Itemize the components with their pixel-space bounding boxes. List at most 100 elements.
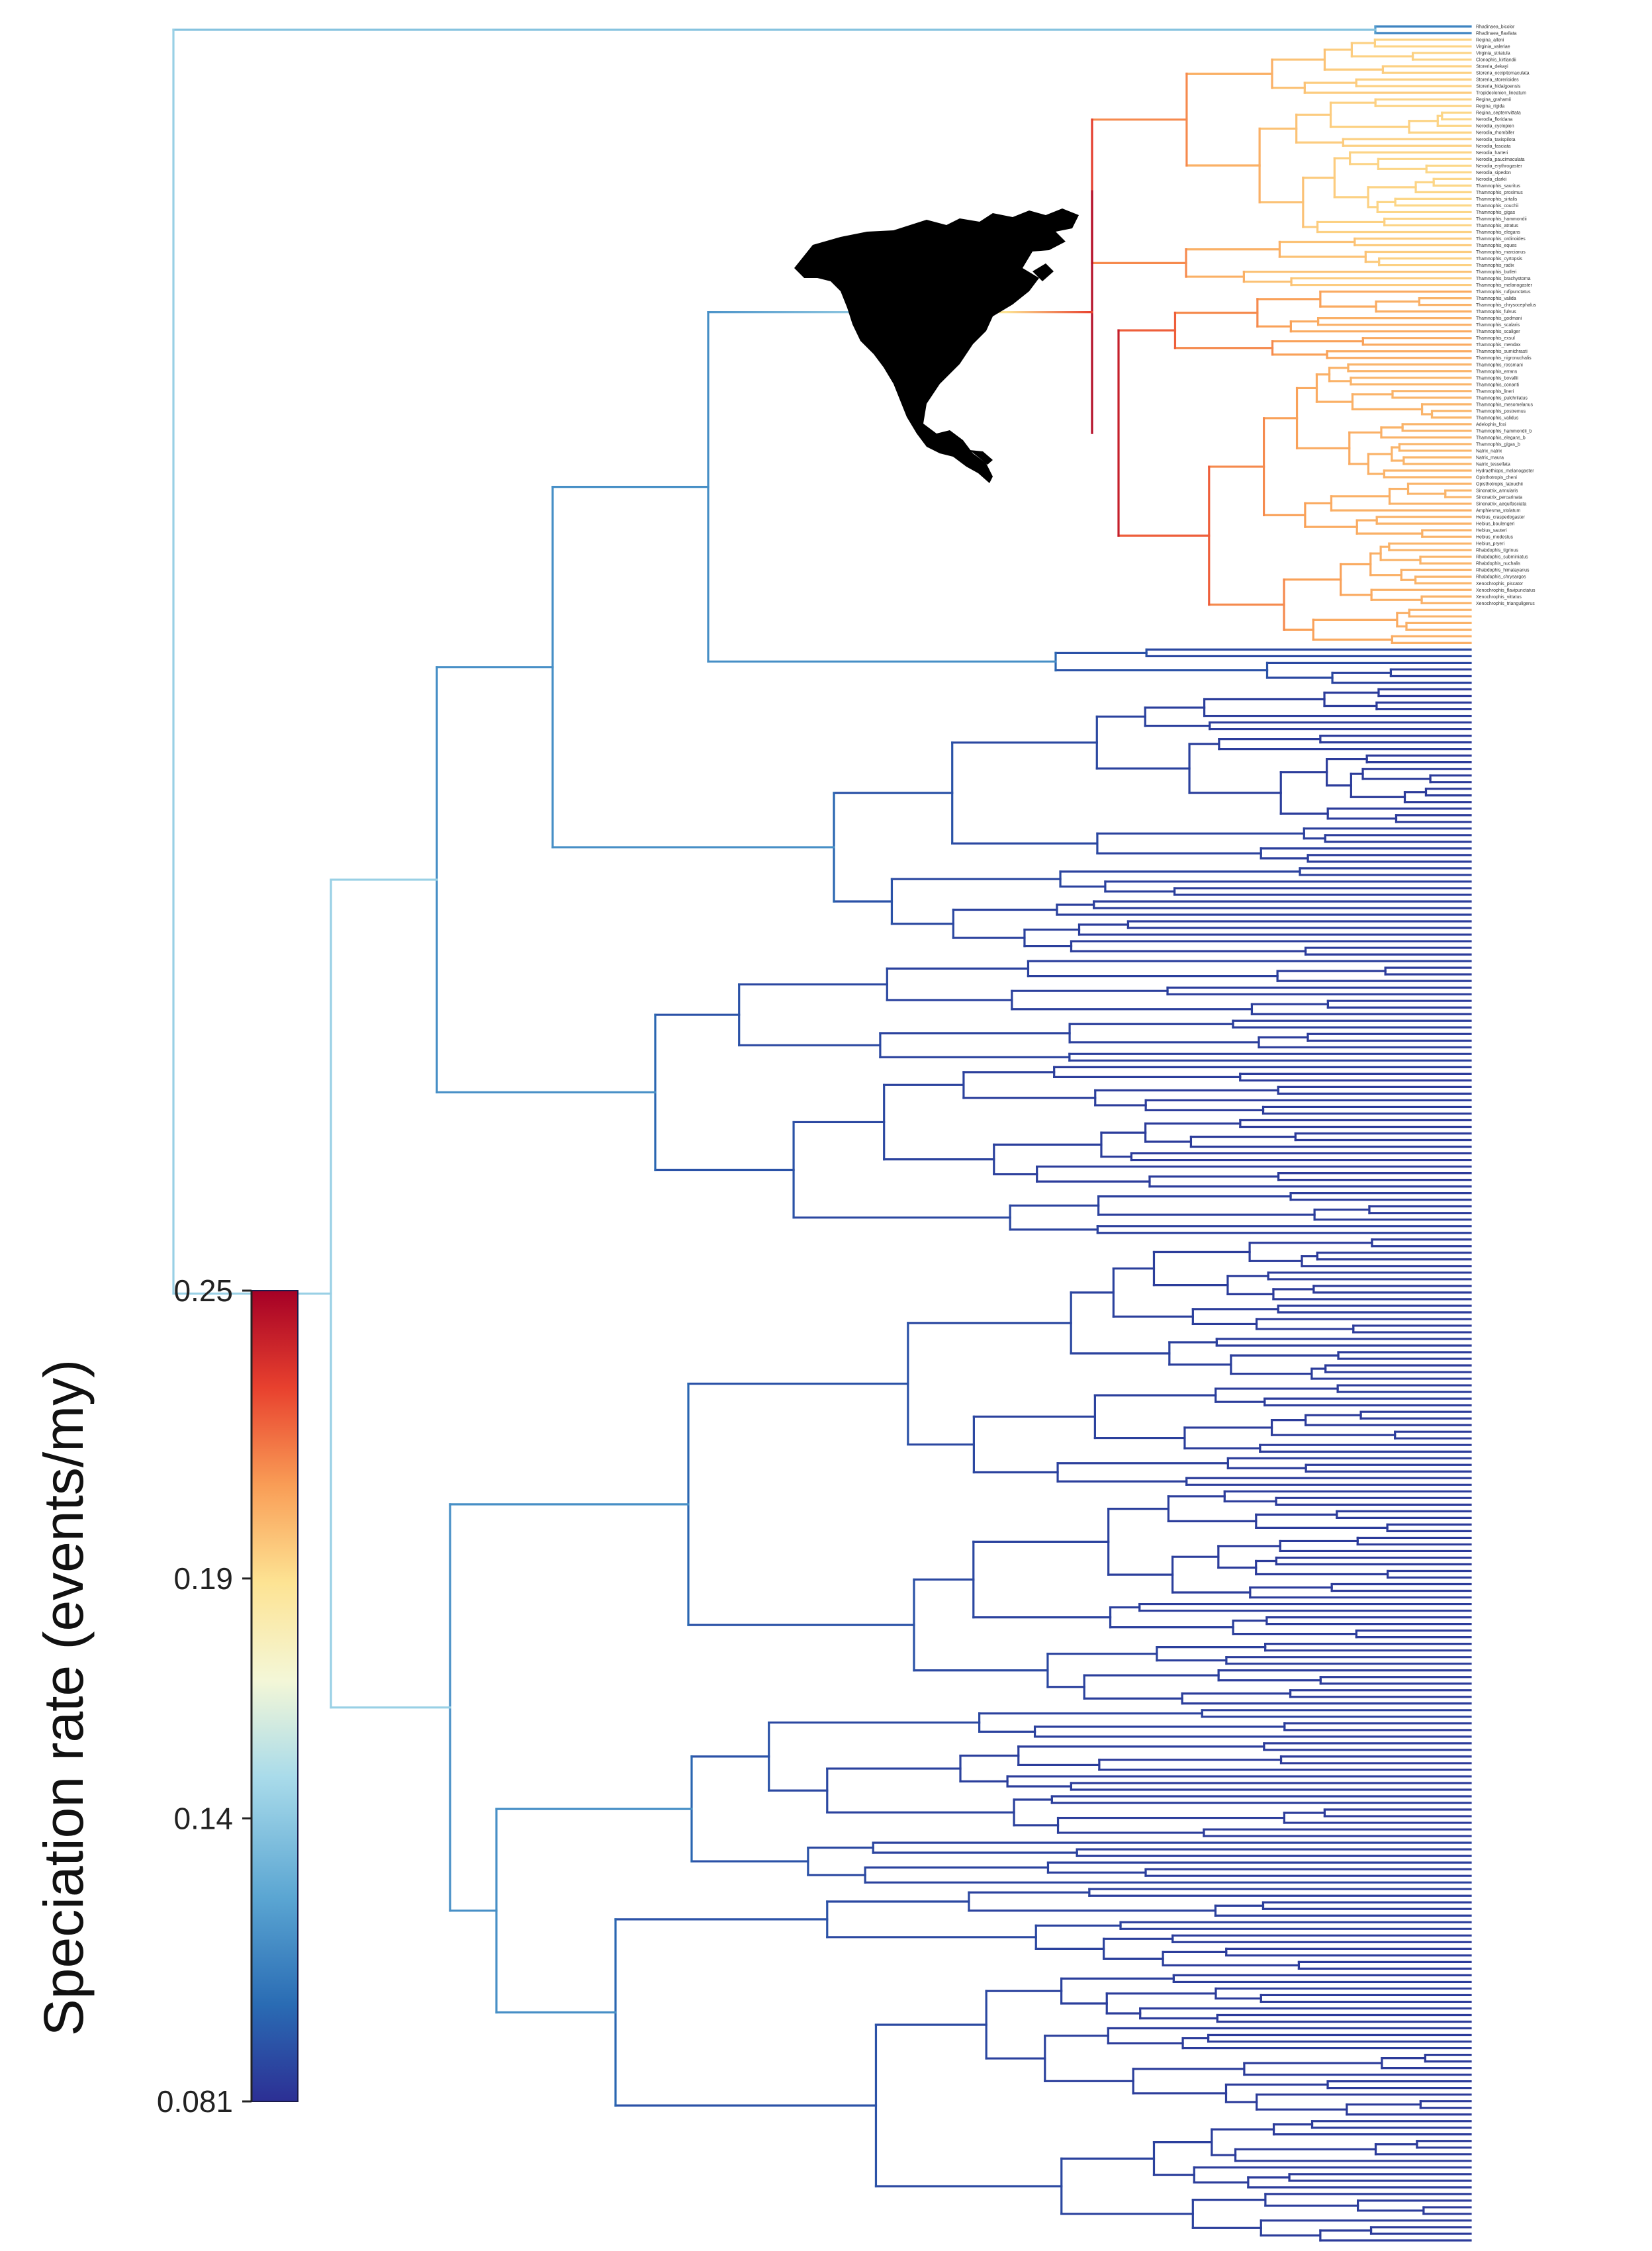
tip-label: Rhabdophis_tigrinus [1476, 549, 1518, 553]
tip-label: Thamnophis_sirtalis [1476, 197, 1518, 202]
tip-labels: Rhadinaea_bicolor Rhadinaea_flavilata Regi… [1476, 25, 1537, 606]
tip-label: Xenochrophis_trianguligerus [1476, 602, 1535, 606]
colorbar-tick-label: 0.14 [173, 1801, 233, 1835]
tip-label: Virginia_striatula [1476, 52, 1510, 56]
tip-label: Rhabdophis_himalayanus [1476, 569, 1530, 573]
tip-label: Nerodia_floridana [1476, 118, 1512, 122]
tip-label: Thamnophis_sumichrasti [1476, 349, 1528, 354]
tip-label: Thamnophis_radix [1476, 263, 1514, 268]
tip-label: Sinonatrix_annularis [1476, 489, 1518, 494]
tip-label: Thamnophis_marcianus [1476, 250, 1526, 255]
tip-label: Hebius_boulengeri [1476, 522, 1515, 527]
tip-label: Thamnophis_godmani [1476, 316, 1522, 321]
tip-label: Natrix_maura [1476, 455, 1504, 460]
tip-label: Thamnophis_melanogaster [1476, 283, 1532, 288]
tip-label: Thamnophis_nigronuchalis [1476, 356, 1532, 361]
colorbar-tick-label: 0.19 [173, 1561, 233, 1596]
tip-label: Thamnophis_validus [1476, 416, 1519, 420]
colorbar-gradient [251, 1290, 298, 2102]
tip-label: Thamnophis_valida [1476, 297, 1516, 301]
tip-label: Thamnophis_scalaris [1476, 323, 1520, 328]
colorbar-tick-label: 0.25 [173, 1273, 233, 1308]
tip-label: Thamnophis_pulchrilatus [1476, 396, 1528, 400]
tip-label: Rhadinaea_bicolor [1476, 25, 1515, 30]
tip-label: Opisthotropis_latouchii [1476, 482, 1523, 487]
tip-label: Thamnophis_elegans [1476, 230, 1520, 235]
tip-label: Thamnophis_sauritus [1476, 184, 1520, 189]
tip-label: Thamnophis_atratus [1476, 224, 1518, 228]
tip-label: Thamnophis_postremus [1476, 409, 1526, 414]
tip-label: Rhabdophis_nuchalis [1476, 562, 1520, 567]
tip-label: Nerodia_harteri [1476, 151, 1508, 156]
tip-label: Nerodia_sipedon [1476, 171, 1511, 175]
tip-label: Thamnophis_hammondii [1476, 217, 1527, 222]
tip-label: Opisthotropis_cheni [1476, 476, 1517, 481]
tip-label: Storeria_occipitomaculata [1476, 71, 1530, 76]
tip-label: Hebius_sauteri [1476, 529, 1507, 533]
tip-label: Hebius_pryeri [1476, 542, 1505, 547]
tip-label: Rhabdophis_chrysargos [1476, 575, 1526, 580]
tip-label: Nerodia_taxispilota [1476, 138, 1516, 142]
tip-label: Nerodia_rhombifer [1476, 131, 1515, 136]
tip-label: Rhabdophis_subminiatus [1476, 555, 1528, 560]
tip-label: Rhadinaea_flavilata [1476, 32, 1517, 36]
tip-label: Regina_rigida [1476, 105, 1504, 109]
tip-label: Thamnophis_conanti [1476, 383, 1519, 387]
tip-label: Thamnophis_couchii [1476, 204, 1519, 208]
tip-label: Thamnophis_mesomelanus [1476, 402, 1533, 407]
tip-label: Storeria_hidalgoensis [1476, 85, 1521, 89]
tip-label: Natrix_tessellata [1476, 462, 1510, 467]
tip-label: Thamnophis_eques [1476, 244, 1517, 248]
tip-label: Thamnophis_errans [1476, 369, 1518, 374]
tip-label: Thamnophis_butleri [1476, 270, 1517, 275]
north-america-map-icon [794, 208, 1079, 483]
tip-label: Nerodia_fasciata [1476, 144, 1511, 149]
tip-label: Sinonatrix_aequifasciata [1476, 502, 1526, 507]
tip-label: Regina_grahamii [1476, 98, 1511, 103]
tip-label: Regina_alleni [1476, 38, 1504, 43]
tip-label: Thamnophis_gigas_b [1476, 442, 1520, 447]
tip-label: Hydraethiops_melanogaster [1476, 469, 1534, 474]
tip-label: Nerodia_clarkii [1476, 177, 1507, 182]
tip-label: Thamnophis_scaliger [1476, 330, 1520, 334]
phylogeny-branches [172, 25, 1472, 2242]
tip-label: Thamnophis_elegans_b [1476, 436, 1526, 440]
tip-label: Storeria_storerioides [1476, 78, 1519, 83]
tip-label: Thamnophis_brachystoma [1476, 277, 1531, 281]
tip-label: Thamnophis_hammondii_b [1476, 429, 1532, 434]
tip-label: Thamnophis_cyrtopsis [1476, 257, 1523, 261]
tip-label: Clonophis_kirtlandii [1476, 58, 1516, 63]
tip-label: Thamnophis_chrysocephalus [1476, 303, 1537, 308]
tip-label: Thamnophis_fulvus [1476, 310, 1516, 314]
tip-label: Xenochrophis_vittatus [1476, 595, 1522, 600]
tip-label: Regina_septemvittata [1476, 111, 1521, 116]
colorbar-legend: 0.25 0.19 0.14 0.081 Speciation rate (event… [32, 1273, 298, 2119]
tip-label: Nerodia_cyclopion [1476, 124, 1514, 129]
tip-label: Xenochrophis_piscator [1476, 582, 1524, 586]
tip-label: Thamnophis_proximus [1476, 191, 1523, 195]
tip-label: Xenochrophis_flavipunctatus [1476, 588, 1536, 593]
tip-label: Thamnophis_ordinoides [1476, 237, 1526, 242]
tip-label: Amphiesma_stolatum [1476, 509, 1520, 514]
tip-label: Sinonatrix_percarinata [1476, 496, 1522, 500]
colorbar-title: Speciation rate (events/my) [32, 1359, 95, 2036]
tip-label: Virginia_valeriae [1476, 45, 1510, 50]
tip-label: Thamnophis_rufipunctatus [1476, 290, 1531, 295]
tip-label: Thamnophis_mendax [1476, 343, 1521, 347]
tip-label: Nerodia_erythrogaster [1476, 164, 1522, 169]
colorbar-tick-label: 0.081 [157, 2084, 233, 2119]
tip-label: Hebius_modestus [1476, 535, 1514, 540]
tip-label: Thamnophis_exsul [1476, 336, 1515, 341]
tip-label: Natrix_natrix [1476, 449, 1502, 453]
tip-label: Thamnophis_rossmani [1476, 363, 1523, 367]
tip-label: Thamnophis_lineri [1476, 389, 1514, 394]
tip-label: Thamnophis_bovallii [1476, 376, 1518, 381]
tip-label: Tropidoclonion_lineatum [1476, 91, 1526, 96]
tip-label: Thamnophis_gigas [1476, 210, 1516, 215]
tip-label: Nerodia_paucimaculata [1476, 158, 1525, 162]
colorbar-ticks: 0.25 0.19 0.14 0.081 [157, 1273, 252, 2119]
tip-label: Hebius_craspedogaster [1476, 516, 1526, 520]
tip-label: Storeria_dekayi [1476, 65, 1508, 69]
tip-label: Adelophis_foxi [1476, 422, 1506, 427]
